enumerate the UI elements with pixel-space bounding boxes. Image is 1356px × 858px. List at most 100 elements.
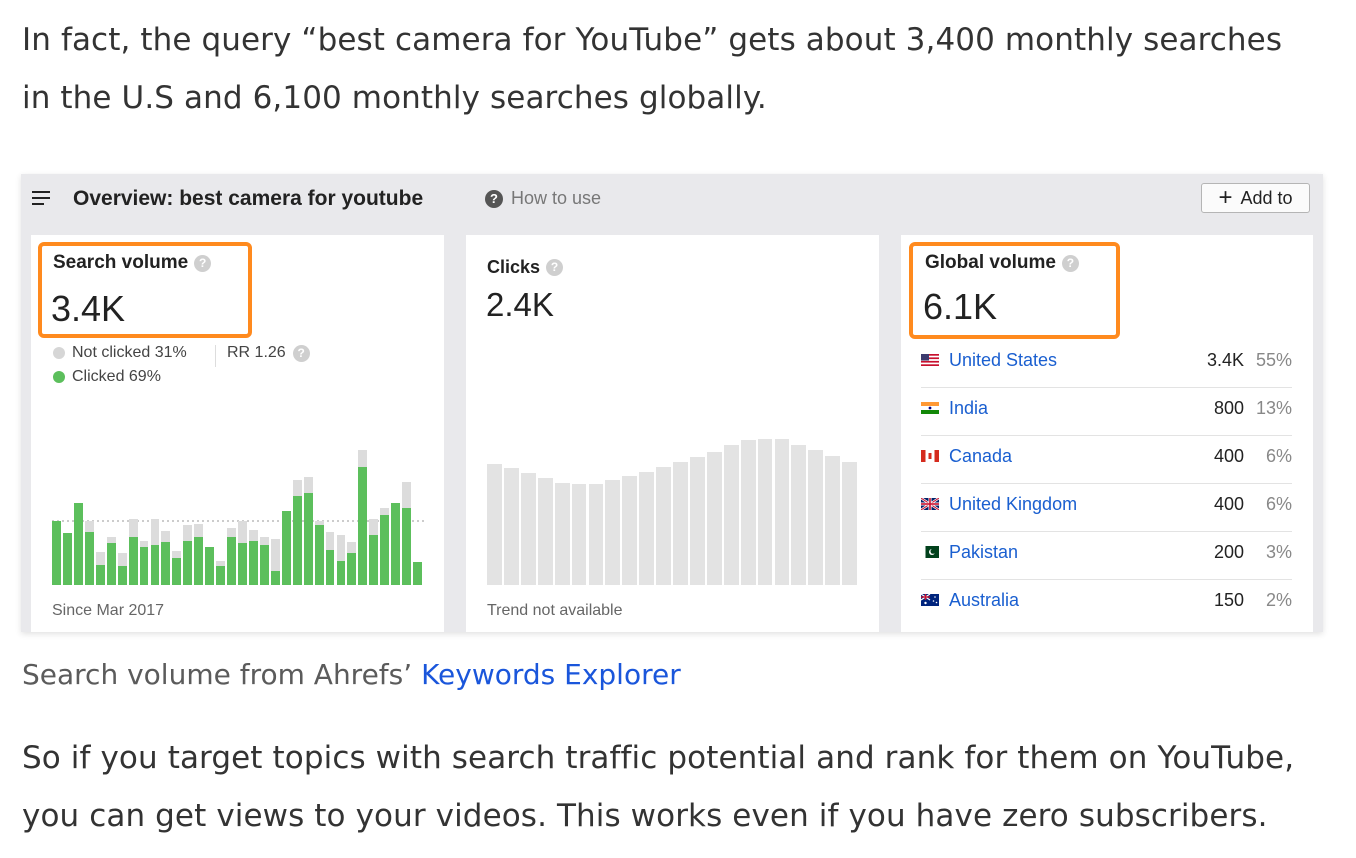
- since-label: Since Mar 2017: [52, 602, 165, 619]
- closing-paragraph: So if you target topics with search traf…: [22, 729, 1294, 845]
- intro-paragraph: In fact, the query “best camera for YouT…: [22, 11, 1282, 127]
- global-volume-label: Global volume: [925, 252, 1056, 273]
- country-volume: 400: [1213, 494, 1244, 514]
- clicked-bar: [314, 525, 324, 585]
- trend-bar: [673, 462, 688, 585]
- clicked-bar: [150, 545, 160, 585]
- not-clicked-bar: [227, 528, 237, 537]
- not-clicked-bar: [347, 542, 357, 553]
- not-clicked-bar: [248, 530, 258, 541]
- clicked-bar: [73, 503, 83, 585]
- trend-bar: [588, 484, 604, 585]
- country-percent: 13%: [1255, 398, 1292, 418]
- not-clicked-bar: [95, 552, 105, 565]
- clicked-bar: [391, 503, 401, 585]
- clicked-bar: [84, 532, 94, 585]
- not-clicked-bar: [380, 508, 390, 515]
- search-volume-highlight: [38, 242, 252, 338]
- clicks-label-group: Clicks ?: [487, 257, 564, 278]
- clicked-bar: [292, 496, 302, 585]
- clicked-bar: [281, 511, 291, 585]
- trend-bar: [622, 476, 638, 585]
- intro-line-1: In fact, the query “best camera for YouT…: [22, 22, 1283, 58]
- country-link[interactable]: United Kingdom: [949, 494, 1078, 514]
- trend-bar: [774, 439, 790, 585]
- trend-bar: [842, 462, 857, 585]
- not-clicked-bar: [402, 482, 412, 508]
- search-volume-value: 3.4K: [51, 288, 126, 329]
- clicked-bar: [194, 537, 204, 585]
- trend-bar: [520, 473, 536, 585]
- trend-bar: [791, 445, 807, 585]
- not-clicked-bar: [259, 537, 269, 545]
- clicks-help-icon[interactable]: ?: [546, 259, 564, 276]
- clicked-bar: [248, 541, 258, 585]
- add-to-button[interactable]: + Add to: [1201, 183, 1310, 213]
- country-link[interactable]: United States: [949, 350, 1058, 370]
- not-clicked-bar: [238, 521, 247, 543]
- plus-icon: +: [1218, 184, 1233, 211]
- clicked-dot: [53, 371, 65, 383]
- how-to-use-link[interactable]: ? How to use: [485, 188, 601, 209]
- global-volume-panel: Global volume ? 6.1K United States 3.4K …: [901, 235, 1313, 632]
- overview-title: Overview: best camera for youtube: [73, 187, 424, 210]
- not-clicked-bar: [117, 553, 127, 566]
- trend-bar: [689, 457, 705, 585]
- clicked-bar: [259, 545, 269, 585]
- not-clicked-bar: [128, 519, 138, 537]
- clicked-bar: [358, 467, 368, 585]
- trend-bar: [740, 440, 756, 585]
- country-percent: 2%: [1265, 590, 1292, 610]
- global-volume-label-group: Global volume ?: [925, 252, 1079, 274]
- search-volume-label: Search volume: [53, 252, 189, 273]
- country-volume: 400: [1213, 446, 1244, 466]
- closing-line-1: So if you target topics with search traf…: [22, 740, 1295, 776]
- not-clicked-bar: [303, 477, 313, 493]
- not-clicked-bar: [106, 537, 116, 543]
- trend-bar: [825, 456, 841, 585]
- not-clicked-bar: [336, 535, 346, 561]
- not-clicked-bar: [270, 539, 280, 571]
- country-link[interactable]: Pakistan: [949, 542, 1019, 562]
- clicked-bar: [106, 543, 116, 585]
- clicked-bar: [62, 533, 72, 585]
- clicked-bar: [95, 565, 105, 585]
- trend-bar: [605, 480, 621, 585]
- global-volume-help-icon[interactable]: ?: [1061, 254, 1079, 272]
- not-clicked-bar: [84, 521, 94, 532]
- clicked-bar: [369, 535, 379, 585]
- clicks-trend-chart: [487, 425, 859, 585]
- hamburger-menu-icon[interactable]: [32, 191, 50, 205]
- keywords-explorer-link[interactable]: Keywords Explorer: [421, 658, 681, 691]
- clicked-bar: [336, 561, 346, 585]
- not-clicked-bar: [216, 561, 226, 566]
- clicks-value: 2.4K: [486, 286, 554, 323]
- clicked-bar: [325, 550, 335, 585]
- not-clicked-bar: [194, 524, 204, 537]
- country-row: Pakistan 200 3%: [921, 531, 1292, 580]
- not-clicked-bar: [314, 521, 324, 525]
- country-link[interactable]: Canada: [949, 446, 1013, 466]
- clicked-bar: [183, 541, 193, 585]
- trend-bar: [706, 452, 722, 585]
- trend-bar: [757, 439, 773, 585]
- closing-line-2: you can get views to your videos. This w…: [22, 798, 1268, 834]
- canada-flag-icon: [921, 450, 939, 462]
- rr-help-icon[interactable]: ?: [292, 344, 310, 362]
- country-percent: 55%: [1255, 350, 1292, 370]
- clicked-legend: Clicked 69%: [53, 368, 161, 386]
- trend-bar: [487, 464, 502, 585]
- country-link[interactable]: Australia: [949, 590, 1020, 610]
- country-link[interactable]: India: [949, 398, 989, 418]
- search-volume-label-group: Search volume ?: [53, 252, 212, 274]
- search-volume-help-icon[interactable]: ?: [194, 254, 212, 272]
- trend-bar: [656, 467, 671, 585]
- clicked-label: Clicked 69%: [72, 368, 161, 385]
- clicks-panel: Clicks ? 2.4K Trend not available: [466, 235, 879, 632]
- search-volume-panel: Search volume ? 3.4K Not clicked 31% RR …: [31, 235, 444, 632]
- help-icon: ?: [485, 189, 503, 208]
- trend-bar: [554, 483, 570, 585]
- clicks-label: Clicks: [487, 257, 541, 277]
- global-volume-highlight: [909, 242, 1120, 339]
- not-clicked-bar: [292, 480, 302, 496]
